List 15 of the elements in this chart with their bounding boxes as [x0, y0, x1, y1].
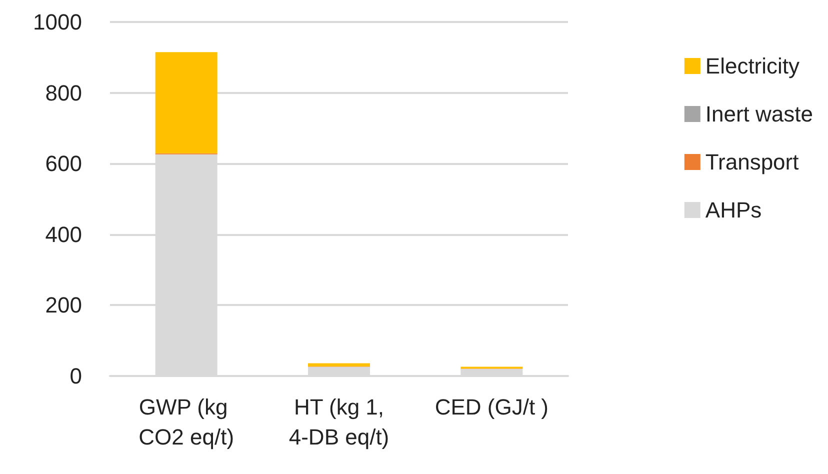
y-tick-label: 0	[70, 364, 82, 388]
x-tick-label: HT (kg 1,4-DB eq/t)	[288, 394, 390, 450]
legend-label: Inert waste	[705, 102, 814, 126]
legend-label: Electricity	[705, 54, 800, 78]
bar	[155, 52, 218, 154]
legend-label: Transport	[705, 150, 799, 174]
y-tick-label: 400	[45, 222, 82, 247]
x-tick-label: GWP (kg CO2 eq/t)	[138, 394, 234, 450]
bar	[308, 363, 370, 366]
legend-label: AHPs	[705, 198, 762, 222]
y-tick-label: 600	[45, 151, 82, 176]
y-tick-label: 800	[45, 80, 82, 106]
x-tick-label: CED (GJ/t )	[434, 394, 549, 420]
y-tick-label: 1000	[33, 10, 82, 34]
y-tick-label: 200	[45, 292, 82, 318]
